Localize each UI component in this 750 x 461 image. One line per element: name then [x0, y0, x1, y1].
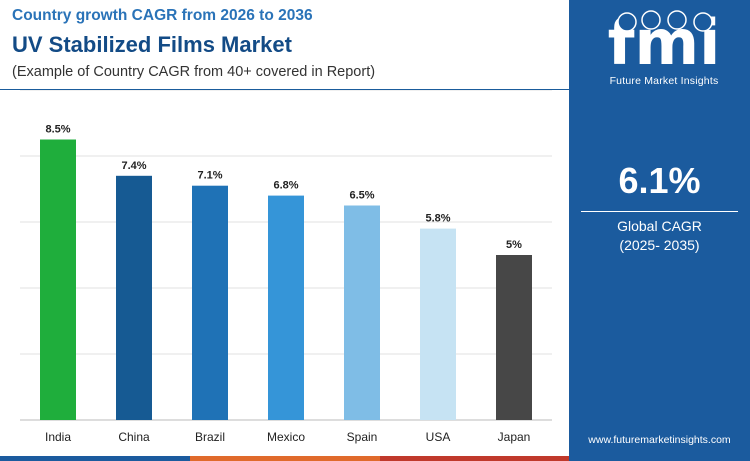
accent-segment-2: [190, 456, 380, 461]
bar-chart: 8.5% India 7.4% China 7.1% Brazil 6.8% Mexico 6.…: [20, 90, 552, 444]
global-cagr-period: (2025- 2035): [619, 237, 700, 253]
tick-label-usa: USA: [426, 430, 451, 444]
bar-japan: [496, 255, 532, 420]
logo-dot-3: [667, 10, 687, 30]
tick-label-spain: Spain: [347, 430, 378, 444]
data-label-mexico: 6.8%: [273, 180, 298, 192]
data-label-brazil: 7.1%: [197, 170, 222, 182]
bottom-accent-strip: [0, 456, 569, 461]
side-panel: fmi Future Market Insights 6.1% Global C…: [569, 0, 750, 461]
logo-dot-4: [693, 12, 713, 32]
fmi-logo: fmi Future Market Insights: [589, 6, 734, 88]
bar-brazil: [192, 185, 228, 420]
data-label-india: 8.5%: [45, 124, 70, 136]
tick-label-brazil: Brazil: [195, 430, 225, 444]
bar-china: [116, 175, 152, 420]
global-cagr-label: Global CAGR (2025- 2035): [569, 217, 750, 255]
bar-mexico: [268, 195, 304, 420]
header: Country growth CAGR from 2026 to 2036 UV…: [12, 6, 562, 82]
global-cagr-value: 6.1%: [618, 160, 701, 201]
data-label-usa: 5.8%: [425, 213, 450, 225]
bar-usa: [420, 228, 456, 420]
accent-segment-1: [0, 456, 190, 461]
tick-label-mexico: Mexico: [267, 430, 305, 444]
data-label-china: 7.4%: [121, 160, 146, 172]
tick-label-china: China: [118, 430, 150, 444]
data-label-spain: 6.5%: [349, 190, 374, 202]
chart-description: (Example of Country CAGR from 40+ covere…: [12, 64, 376, 80]
global-cagr-label-text: Global CAGR: [617, 218, 702, 234]
tick-label-india: India: [45, 430, 71, 444]
bar-spain: [344, 205, 380, 420]
accent-segment-3: [380, 456, 569, 461]
logo-graphic: fmi: [608, 6, 721, 79]
chart-title: UV Stabilized Films Market: [12, 32, 292, 57]
tick-label-japan: Japan: [498, 430, 531, 444]
logo-text: Future Market Insights: [609, 75, 719, 87]
logo-dot-2: [641, 10, 661, 30]
chart-kicker: Country growth CAGR from 2026 to 2036: [12, 7, 313, 24]
data-label-japan: 5%: [506, 239, 522, 251]
cagr-divider: [581, 211, 738, 212]
bar-india: [40, 139, 76, 420]
logo-dot-1: [617, 12, 637, 32]
website-link[interactable]: www.futuremarketinsights.com: [588, 434, 731, 446]
